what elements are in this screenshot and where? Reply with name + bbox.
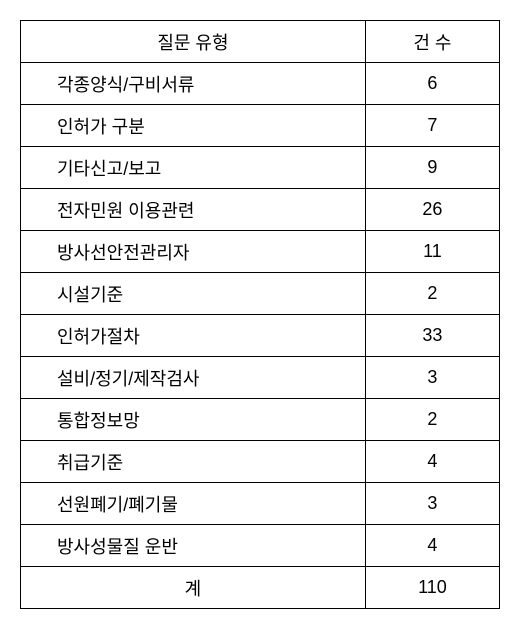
row-value: 26 — [365, 189, 499, 231]
header-type: 질문 유형 — [21, 21, 366, 63]
table-row: 전자민원 이용관련26 — [21, 189, 500, 231]
data-table: 질문 유형 건 수 각종양식/구비서류6인허가 구분7기타신고/보고9전자민원 … — [20, 20, 500, 609]
question-type-table: 질문 유형 건 수 각종양식/구비서류6인허가 구분7기타신고/보고9전자민원 … — [20, 20, 500, 609]
row-label: 각종양식/구비서류 — [21, 63, 366, 105]
row-label: 방사성물질 운반 — [21, 525, 366, 567]
total-value: 110 — [365, 567, 499, 609]
row-label: 인허가절차 — [21, 315, 366, 357]
table-row: 각종양식/구비서류6 — [21, 63, 500, 105]
row-value: 3 — [365, 357, 499, 399]
row-label: 선원폐기/폐기물 — [21, 483, 366, 525]
row-label: 설비/정기/제작검사 — [21, 357, 366, 399]
header-row: 질문 유형 건 수 — [21, 21, 500, 63]
row-label: 통합정보망 — [21, 399, 366, 441]
row-label: 시설기준 — [21, 273, 366, 315]
table-row: 설비/정기/제작검사3 — [21, 357, 500, 399]
total-row: 계110 — [21, 567, 500, 609]
row-value: 6 — [365, 63, 499, 105]
table-row: 선원폐기/폐기물3 — [21, 483, 500, 525]
row-label: 취급기준 — [21, 441, 366, 483]
row-value: 3 — [365, 483, 499, 525]
row-value: 33 — [365, 315, 499, 357]
row-label: 인허가 구분 — [21, 105, 366, 147]
table-row: 방사성물질 운반4 — [21, 525, 500, 567]
table-row: 인허가절차33 — [21, 315, 500, 357]
row-value: 9 — [365, 147, 499, 189]
row-value: 4 — [365, 525, 499, 567]
table-row: 취급기준4 — [21, 441, 500, 483]
row-value: 4 — [365, 441, 499, 483]
row-label: 기타신고/보고 — [21, 147, 366, 189]
row-value: 11 — [365, 231, 499, 273]
row-label: 방사선안전관리자 — [21, 231, 366, 273]
table-row: 기타신고/보고9 — [21, 147, 500, 189]
table-row: 시설기준2 — [21, 273, 500, 315]
row-value: 2 — [365, 273, 499, 315]
row-value: 7 — [365, 105, 499, 147]
row-label: 전자민원 이용관련 — [21, 189, 366, 231]
table-row: 통합정보망2 — [21, 399, 500, 441]
header-count: 건 수 — [365, 21, 499, 63]
table-row: 인허가 구분7 — [21, 105, 500, 147]
row-value: 2 — [365, 399, 499, 441]
total-label: 계 — [21, 567, 366, 609]
table-row: 방사선안전관리자11 — [21, 231, 500, 273]
